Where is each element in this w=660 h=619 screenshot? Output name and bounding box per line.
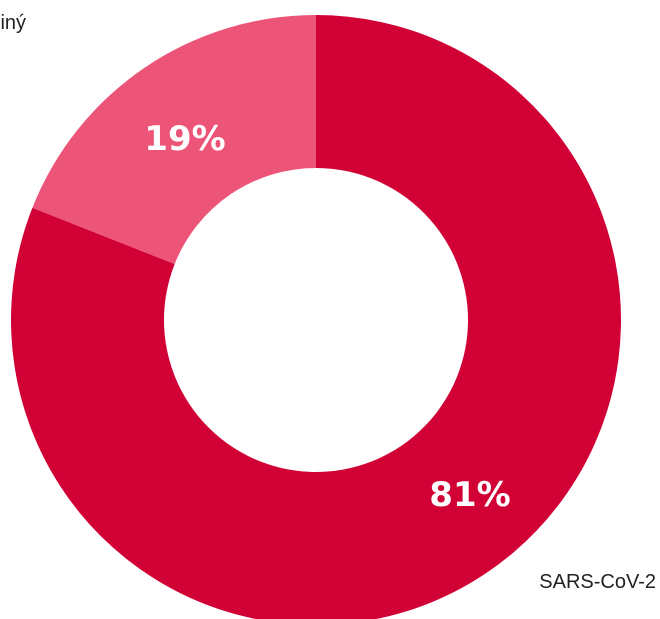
category-label-sars-cov-2: SARS-CoV-2 xyxy=(539,571,656,593)
category-label-jiny: jiný xyxy=(0,12,26,34)
value-label-19-percent: 19% xyxy=(144,119,225,159)
slice-sars-cov-2 xyxy=(11,15,621,619)
donut-slices xyxy=(11,15,621,619)
slice-jin xyxy=(32,15,316,265)
value-label-81-percent: 81% xyxy=(429,475,510,515)
